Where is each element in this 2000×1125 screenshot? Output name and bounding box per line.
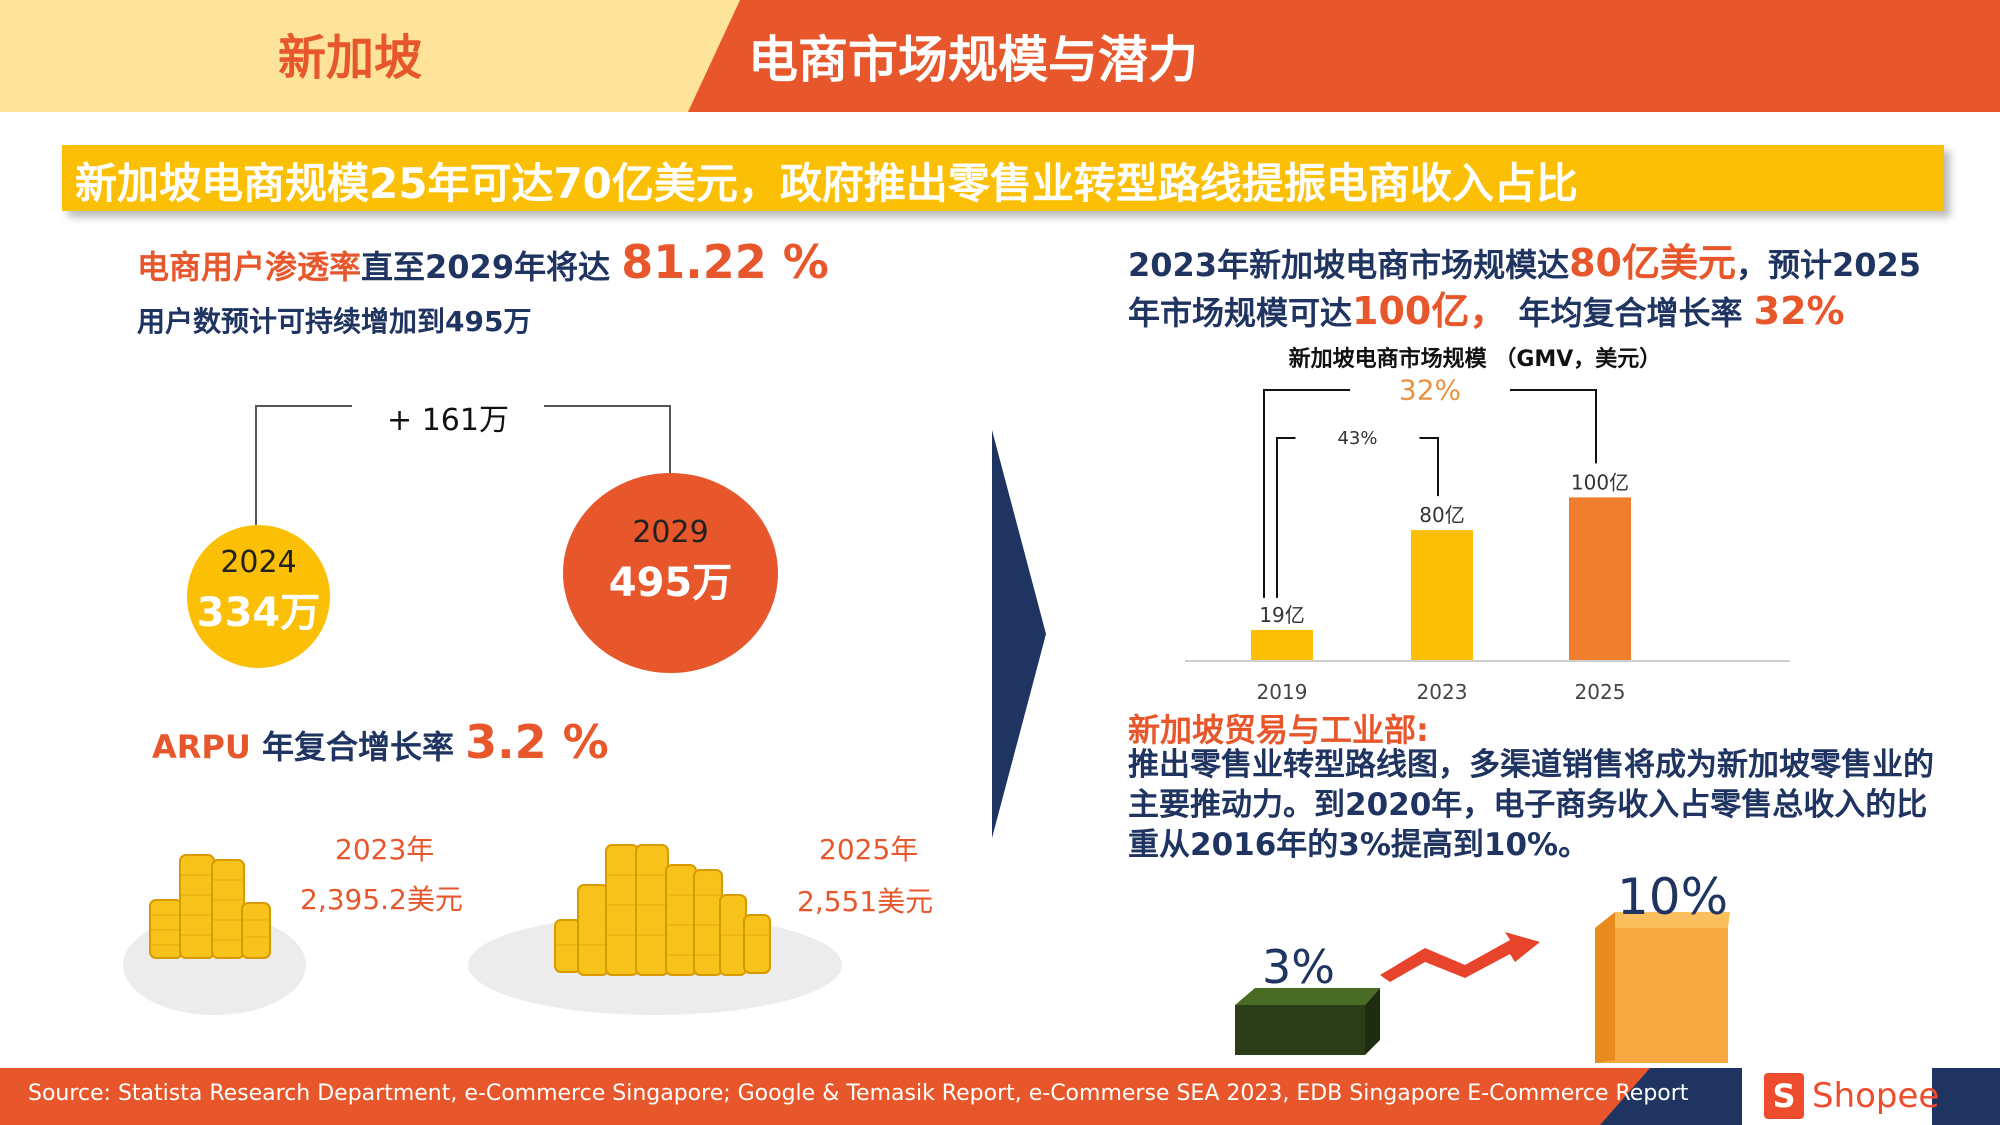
chart-data-label-2025: 100亿 bbox=[1571, 470, 1629, 494]
header-left-panel bbox=[0, 0, 740, 112]
penetration-label: 电商用户渗透率 bbox=[137, 248, 362, 286]
ecommerce-share-illustration bbox=[1235, 912, 1730, 1063]
chart-tick-2023: 2023 bbox=[1417, 680, 1468, 704]
headline-banner bbox=[62, 145, 1944, 211]
bracket-gap bbox=[352, 395, 544, 417]
penetration-line: 电商用户渗透率直至2029年将达 81.22 % bbox=[137, 235, 829, 289]
cagr-label-2019-2025: 32% bbox=[1399, 373, 1461, 406]
users-2024-circle: 2024 334万 bbox=[187, 525, 330, 668]
arpu-2025-value: 2,551美元 bbox=[797, 885, 934, 918]
market-line2-b: 100亿， bbox=[1352, 289, 1508, 333]
share-2016-block-top bbox=[1235, 988, 1380, 1005]
arpu-label-rest: 年复合增长率 bbox=[250, 728, 466, 766]
market-line2-a: 年市场规模可达 bbox=[1128, 294, 1353, 332]
chart-bar-2019 bbox=[1251, 629, 1313, 661]
share-2020-block-top bbox=[1595, 912, 1730, 928]
share-2016-block bbox=[1235, 1005, 1365, 1055]
market-line1-c: ，预计2025 bbox=[1735, 246, 1922, 284]
arpu-2025-year: 2025年 bbox=[819, 833, 919, 866]
country-title: 新加坡 bbox=[277, 30, 422, 86]
market-line2-c: 年均复合增长率 bbox=[1507, 294, 1754, 332]
market-size-chart: 新加坡电商市场规模 （GMV，美元） 32% 43% 19亿 2019 80亿 2023… bbox=[1185, 346, 1790, 704]
share-2020-block-side bbox=[1595, 912, 1615, 1063]
penetration-mid: 直至2029年将达 bbox=[361, 248, 611, 286]
market-line1-a: 2023年新加坡电商市场规模达 bbox=[1128, 246, 1570, 284]
chart-tick-2025: 2025 bbox=[1575, 680, 1626, 704]
chart-data-label-2019: 19亿 bbox=[1259, 603, 1304, 627]
chart-data-label-2023: 80亿 bbox=[1419, 503, 1464, 527]
penetration-value: 81.22 % bbox=[621, 235, 829, 289]
chart-bar-2023 bbox=[1411, 530, 1473, 661]
users-2029-circle: 2029 495万 bbox=[563, 473, 778, 673]
chart-tick-2019: 2019 bbox=[1257, 680, 1308, 704]
brand-name: Shopee bbox=[1812, 1076, 1940, 1116]
coin-stack-large-icon bbox=[554, 844, 771, 976]
arpu-label-prefix: ARPU bbox=[152, 728, 251, 766]
users-note: 用户数预计可持续增加到495万 bbox=[137, 305, 532, 338]
market-line1-b: 80亿美元 bbox=[1569, 241, 1736, 285]
users-2024-value: 334万 bbox=[196, 590, 321, 636]
cagr-bracket-2019-2025 bbox=[1263, 389, 1597, 598]
arpu-cagr: 3.2 % bbox=[465, 715, 609, 769]
user-growth-label: + 161万 bbox=[387, 403, 509, 438]
page-title: 电商市场规模与潜力 bbox=[748, 31, 1198, 89]
share-2020-label: 10% bbox=[1617, 868, 1729, 926]
cagr-bracket-2019-2023 bbox=[1276, 437, 1439, 598]
users-2029-year: 2029 bbox=[632, 515, 709, 550]
share-2020-block bbox=[1595, 928, 1728, 1063]
share-2016-label: 3% bbox=[1262, 940, 1335, 994]
users-2029-value: 495万 bbox=[608, 560, 733, 606]
growth-arrow-icon bbox=[1380, 932, 1540, 982]
mti-body: 推出零售业转型路线图，多渠道销售将成为新加坡零售业的主要推动力。到2020年，电… bbox=[1128, 747, 1934, 863]
users-2024-year: 2024 bbox=[220, 545, 297, 580]
headline-text: 新加坡电商规模25年可达70亿美元，政府推出零售业转型路线提振电商收入占比 bbox=[75, 159, 1578, 208]
chart-bar-2025 bbox=[1569, 497, 1631, 661]
market-summary-line1: 2023年新加坡电商市场规模达80亿美元，预计2025 bbox=[1128, 232, 1921, 287]
arpu-2023-year: 2023年 bbox=[335, 833, 435, 866]
arpu-line: ARPU 年复合增长率 3.2 % bbox=[152, 715, 609, 769]
section-divider-arrow bbox=[992, 430, 1046, 838]
chart-bars: 19亿 2019 80亿 2023 100亿 2025 bbox=[1251, 470, 1631, 704]
chart-annotations: 32% 43% bbox=[1263, 373, 1597, 598]
share-2016-block-side bbox=[1365, 988, 1380, 1055]
header-right-panel bbox=[688, 0, 2000, 112]
chart-title: 新加坡电商市场规模 （GMV，美元） bbox=[1289, 346, 1662, 372]
mti-title: 新加坡贸易与工业部: bbox=[1128, 711, 1429, 749]
footer-source: Source: Statista Research Department, e-… bbox=[28, 1081, 1689, 1106]
market-line2-d: 32% bbox=[1753, 289, 1845, 333]
cagr-label-2019-2023: 43% bbox=[1337, 428, 1377, 449]
coin-stack-small-icon bbox=[149, 854, 271, 959]
arpu-2023-value: 2,395.2美元 bbox=[300, 883, 463, 916]
shopee-bag-icon: S bbox=[1764, 1073, 1804, 1119]
market-summary-line2: 年市场规模可达100亿， 年均复合增长率 32% bbox=[1128, 280, 1845, 335]
